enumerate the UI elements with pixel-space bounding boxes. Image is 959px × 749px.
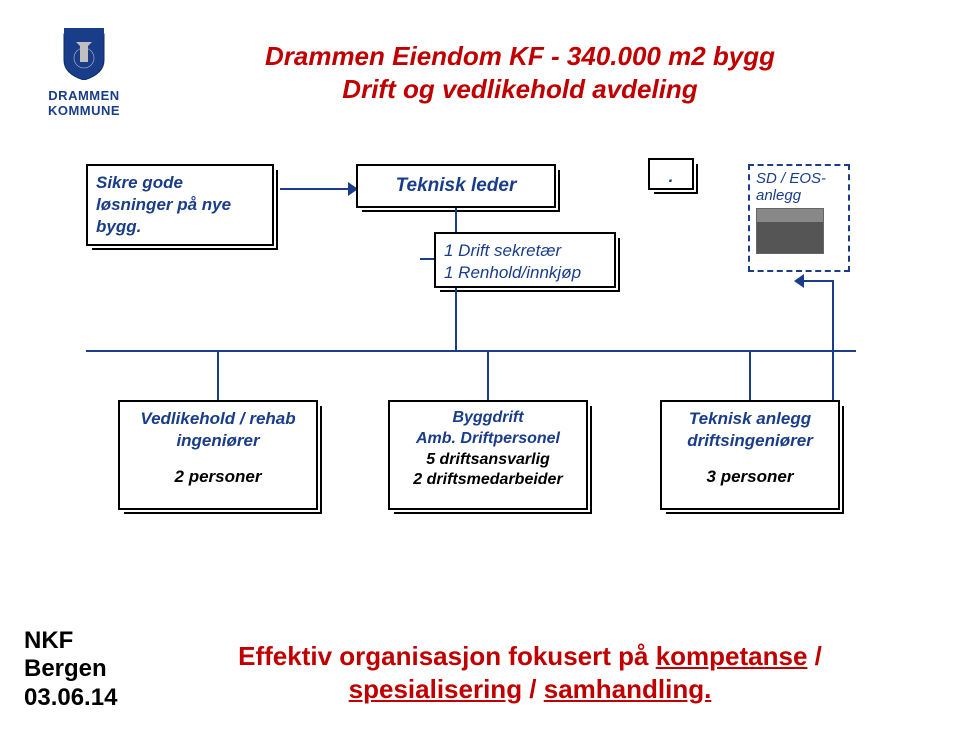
node-byggdrift-l4: 2 driftsmedarbeider (398, 470, 578, 491)
footer-main: Effektiv organisasjon fokusert på kompet… (180, 640, 880, 705)
node-sikre-l3: bygg. (96, 216, 264, 238)
connector-sd-horiz (800, 280, 834, 282)
node-dot: . (648, 158, 694, 190)
node-sikre: Sikre gode løsninger på nye bygg. (86, 164, 274, 246)
node-sikre-l1: Sikre gode (96, 172, 264, 194)
node-teknisk-leder-label: Teknisk leder (396, 174, 517, 199)
connector-driftsek (420, 258, 434, 260)
footer-main-mid2: / (522, 674, 544, 704)
node-vedlikehold-l2: ingeniører (128, 430, 308, 452)
node-vedlikehold-l3: 2 personer (128, 466, 308, 488)
footer-left-l2: Bergen (24, 655, 117, 684)
node-byggdrift: Byggdrift Amb. Driftpersonel 5 driftsans… (388, 400, 588, 510)
connector-child-2 (487, 350, 489, 400)
footer-left-l1: NKF (24, 627, 117, 656)
node-sd-eos-l2: anlegg (756, 187, 842, 204)
node-anlegg-l1: Teknisk anlegg (670, 408, 830, 430)
node-anlegg-l2: driftsingeniører (670, 430, 830, 452)
sd-eos-image (756, 208, 824, 254)
node-drift-sek-l2: 1 Renhold/innkjøp (444, 262, 606, 284)
footer-main-u2: spesialisering (349, 674, 522, 704)
node-dot-label: . (669, 167, 674, 186)
page-title: Drammen Eiendom KF - 340.000 m2 bygg Dri… (240, 40, 800, 105)
footer-main-mid: / (807, 641, 821, 671)
connector-arrow-1-body (280, 188, 348, 190)
title-line-2: Drift og vedlikehold avdeling (240, 73, 800, 106)
node-teknisk-anlegg: Teknisk anlegg driftsingeniører 3 person… (660, 400, 840, 510)
org-chart: Sikre gode løsninger på nye bygg. Teknis… (0, 160, 959, 580)
connector-trunk-horiz (86, 350, 856, 352)
footer-main-prefix: Effektiv organisasjon fokusert på (238, 641, 656, 671)
connector-sd-vert (832, 280, 834, 400)
footer-main-u3: samhandling. (544, 674, 712, 704)
footer-left-l3: 03.06.14 (24, 684, 117, 713)
logo-block: DRAMMEN KOMMUNE (24, 28, 144, 119)
logo-text-1: DRAMMEN (24, 89, 144, 104)
node-byggdrift-l3: 5 driftsansvarlig (398, 450, 578, 471)
title-line-1: Drammen Eiendom KF - 340.000 m2 bygg (240, 40, 800, 73)
connector-sd-head (794, 274, 804, 288)
node-vedlikehold-l1: Vedlikehold / rehab (128, 408, 308, 430)
node-anlegg-l3: 3 personer (670, 466, 830, 488)
node-byggdrift-l1: Byggdrift (398, 408, 578, 429)
logo-text-2: KOMMUNE (24, 104, 144, 119)
node-drift-sek: 1 Drift sekretær 1 Renhold/innkjøp (434, 232, 616, 288)
node-sd-eos-l1: SD / EOS- (756, 170, 842, 187)
connector-child-3 (749, 350, 751, 400)
node-vedlikehold: Vedlikehold / rehab ingeniører 2 persone… (118, 400, 318, 510)
shield-icon (62, 28, 106, 80)
footer-main-u1: kompetanse (656, 641, 808, 671)
node-teknisk-leder: Teknisk leder (356, 164, 556, 208)
footer-left: NKF Bergen 03.06.14 (24, 627, 117, 713)
node-sd-eos: SD / EOS- anlegg (748, 164, 850, 272)
connector-child-1 (217, 350, 219, 400)
node-drift-sek-l1: 1 Drift sekretær (444, 240, 606, 262)
node-byggdrift-l2: Amb. Driftpersonel (398, 429, 578, 450)
node-sikre-l2: løsninger på nye (96, 194, 264, 216)
